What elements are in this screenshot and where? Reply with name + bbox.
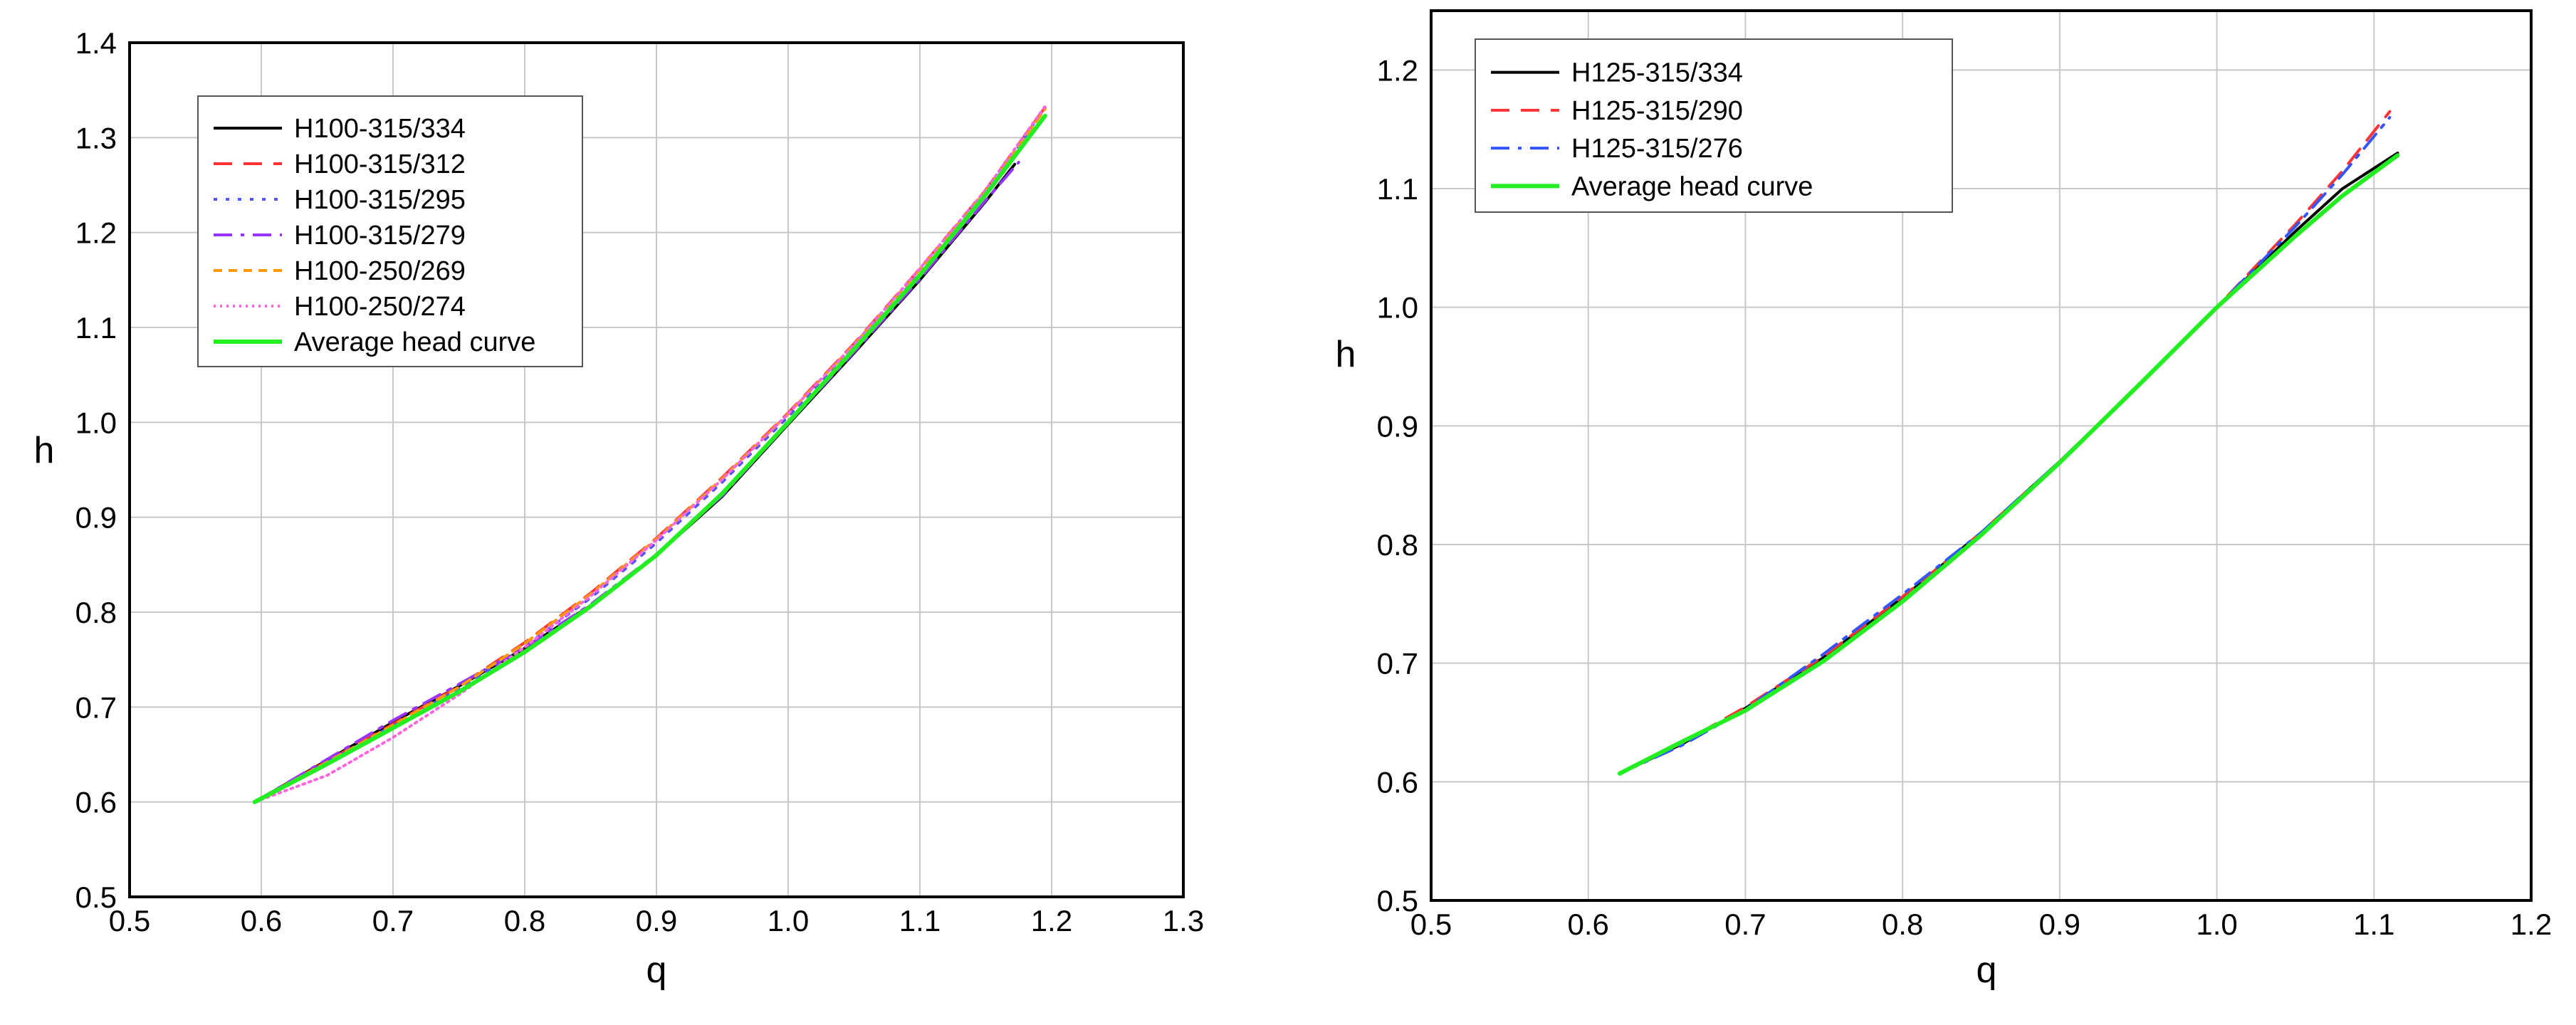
legend-label-3: H100-315/279 [294,221,466,251]
x-tick-label: 1.1 [899,904,941,937]
y-tick-label: 1.0 [1377,291,1418,325]
series-line-2 [1618,116,2392,775]
legend: H125-315/334 H125-315/290 H125-315/276 Aver… [1475,38,1953,213]
y-tick-label: 1.1 [1377,172,1418,206]
plot-frame [128,41,1185,898]
y-tick-label: 1.0 [75,406,117,439]
x-tick-label: 1.1 [2353,908,2394,941]
legend-label-3: Average head curve [1571,172,1813,201]
legend-label-4: H100-250/269 [294,256,466,286]
x-tick-label: 0.8 [504,904,545,937]
x-tick-label: 1.3 [1163,904,1204,937]
x-tick-label: 0.7 [1724,908,1766,941]
y-tick-label: 1.4 [75,26,117,60]
x-tick-label: 0.5 [1410,908,1452,941]
legend-box [1475,38,1953,213]
x-tick-label: 0.6 [241,904,282,937]
x-tick-label: 0.7 [372,904,414,937]
x-tick-label: 1.0 [2196,908,2237,941]
y-tick-label: 0.8 [1377,528,1418,562]
y-tick-label: 0.8 [75,596,117,629]
right-chart: 0.5 0.6 0.7 0.8 0.9 1.0 1.1 1.2 0.5 0.6 0.7 0.8 0.9 1… [1336,9,2552,991]
x-tick-label: 0.6 [1568,908,1609,941]
x-axis-label: q [646,950,667,991]
y-tick-label: 1.1 [75,311,117,345]
y-axis-label: h [34,430,55,471]
legend-label-2: H100-315/295 [294,185,466,215]
x-tick-label: 0.9 [2039,908,2080,941]
y-tick-label: 1.3 [75,121,117,154]
legend: H100-315/334 H100-315/312 H100-315/295 H100… [197,95,583,367]
legend-label-6: Average head curve [294,327,535,357]
legend-label-5: H100-250/274 [294,292,466,322]
series-line-0 [1618,152,2399,775]
x-tick-label: 1.0 [768,904,809,937]
series-line-5 [253,105,1047,804]
y-tick-label: 0.9 [75,501,117,535]
y-tick-label: 0.6 [1377,765,1418,799]
x-tick-label: 1.2 [2510,908,2552,941]
left-chart: 0.5 0.6 0.7 0.8 0.9 1.0 1.1 1.2 1.3 0.5 0.6 0.7 0.8 0… [34,26,1205,991]
y-tick-label: 0.9 [1377,409,1418,443]
legend-label-0: H100-315/334 [294,114,466,144]
x-tick-label: 0.5 [109,904,150,937]
y-tick-label: 1.2 [1377,53,1418,87]
y-tick-label: 0.6 [75,786,117,819]
legend-box [197,95,583,367]
series-line-3 [1617,153,2400,776]
series-line-6 [252,113,1047,804]
y-tick-label: 1.2 [75,216,117,250]
y-tick-label: 0.5 [1377,884,1418,918]
y-tick-label: 0.5 [75,881,117,914]
legend-label-0: H125-315/334 [1571,58,1743,88]
legend-label-1: H100-315/312 [294,149,466,179]
legend-label-1: H125-315/290 [1571,96,1743,126]
plot-frame [1430,9,2533,902]
y-axis-label: h [1336,334,1356,375]
legend-label-2: H125-315/276 [1571,134,1743,164]
y-tick-label: 0.7 [75,690,117,724]
x-axis-label: q [1976,950,1997,991]
x-tick-label: 1.2 [1031,904,1072,937]
x-tick-label: 0.9 [636,904,677,937]
y-tick-label: 0.7 [1377,647,1418,680]
x-tick-label: 0.8 [1882,908,1923,941]
